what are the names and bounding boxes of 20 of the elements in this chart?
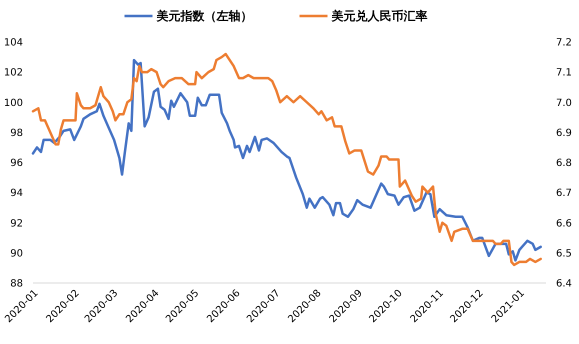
y2-tick-label: 6.6 [556, 218, 572, 230]
y-tick-label: 104 [4, 38, 23, 48]
y-tick-label: 94 [10, 188, 23, 200]
y2-tick-label: 6.7 [556, 188, 572, 200]
y2-tick-label: 7.1 [556, 68, 572, 79]
y-tick-label: 102 [4, 68, 23, 79]
y2-tick-label: 6.5 [556, 248, 572, 260]
y-tick-label: 88 [10, 278, 23, 290]
legend-label: 美元兑人民币汇率 [330, 9, 428, 24]
y2-tick-label: 6.8 [556, 158, 572, 169]
legend-label: 美元指数（左轴） [156, 9, 252, 24]
y2-tick-label: 6.4 [556, 278, 572, 290]
y2-tick-label: 6.9 [556, 128, 572, 139]
y-tick-label: 100 [4, 98, 23, 109]
y2-tick-label: 7.2 [556, 38, 572, 48]
y-tick-label: 90 [10, 248, 23, 260]
y-tick-label: 98 [10, 128, 23, 139]
y2-tick-label: 7.0 [556, 98, 572, 109]
y-tick-label: 92 [10, 218, 23, 230]
y-tick-label: 96 [10, 158, 23, 169]
